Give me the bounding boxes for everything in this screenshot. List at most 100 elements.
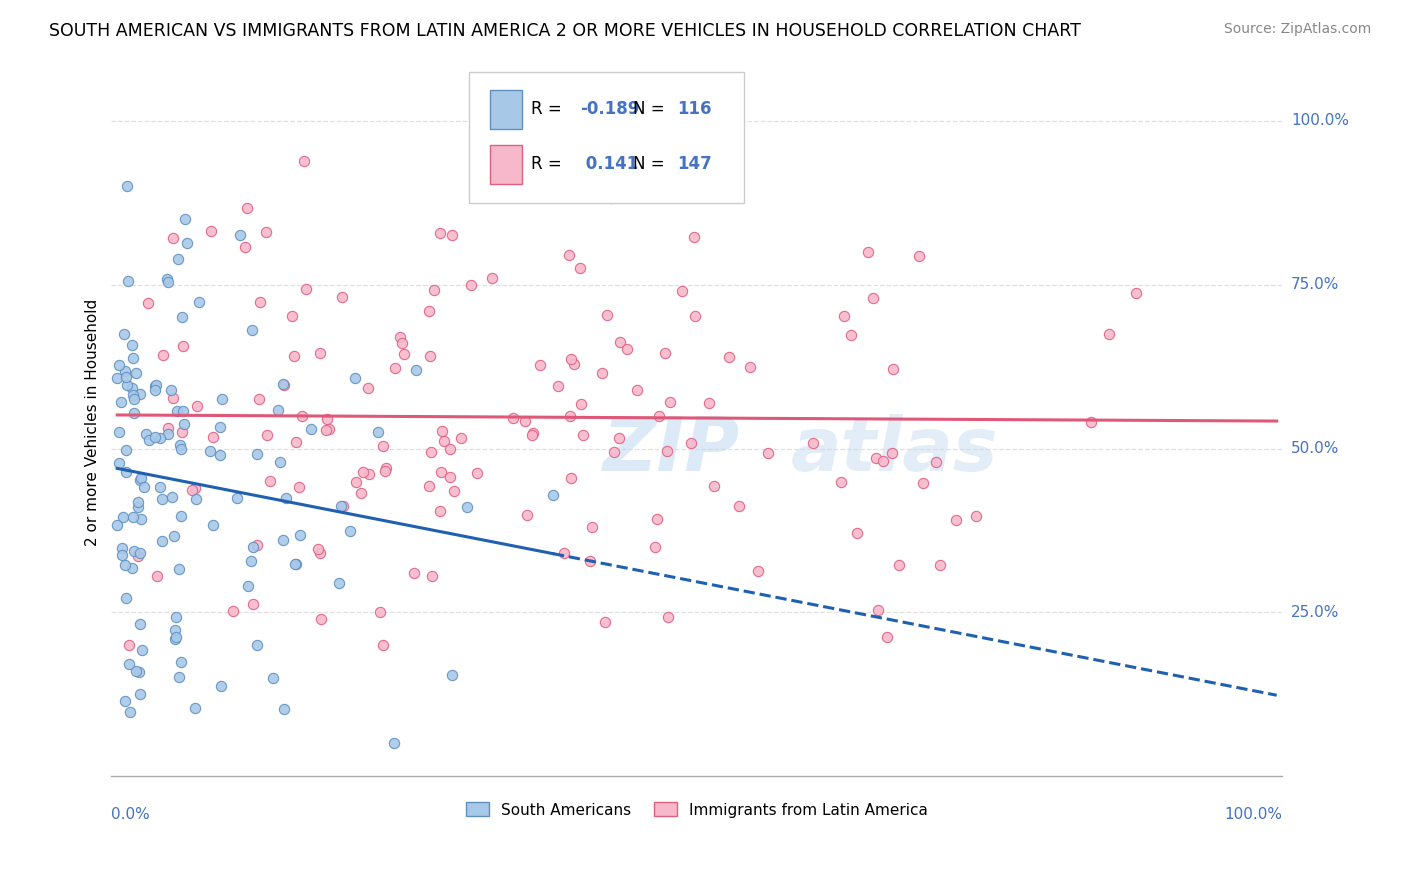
Point [254, 225, 277, 239]
Point [420, 445, 443, 459]
Point [591, 366, 613, 380]
Point [344, 371, 367, 385]
Point [283, 349, 305, 363]
Point [600, 191, 623, 205]
Point [246, 638, 269, 652]
Point [115, 179, 138, 194]
Point [856, 245, 879, 260]
Point [420, 568, 443, 582]
Point [429, 503, 451, 517]
Point [309, 546, 332, 560]
Point [249, 295, 271, 310]
Point [201, 430, 224, 444]
Point [167, 252, 190, 267]
Point [419, 349, 441, 363]
Point [384, 361, 406, 376]
Point [880, 446, 903, 460]
Text: 50.0%: 50.0% [1291, 441, 1339, 456]
Text: N =: N = [633, 155, 669, 173]
Point [945, 513, 967, 527]
Point [208, 448, 231, 462]
Text: Source: ZipAtlas.com: Source: ZipAtlas.com [1223, 22, 1371, 37]
Point [865, 450, 887, 465]
Point [118, 705, 141, 719]
Point [127, 495, 149, 509]
Point [242, 540, 264, 554]
Point [163, 528, 186, 542]
Point [569, 397, 592, 411]
Point [115, 378, 138, 392]
Point [236, 201, 259, 215]
Point [346, 475, 368, 490]
Point [170, 310, 193, 324]
Point [273, 377, 295, 392]
Text: 147: 147 [678, 155, 711, 173]
Point [121, 509, 143, 524]
Point [384, 736, 406, 750]
Point [522, 425, 544, 440]
Point [132, 479, 155, 493]
Text: R =: R = [530, 155, 567, 173]
Point [423, 283, 446, 297]
Point [173, 212, 195, 227]
Point [679, 436, 702, 450]
Point [299, 422, 322, 436]
Point [474, 143, 496, 157]
Point [928, 558, 950, 572]
Point [284, 557, 307, 571]
Point [374, 464, 396, 478]
Point [429, 226, 451, 240]
Point [502, 411, 524, 425]
Point [105, 518, 128, 533]
Point [315, 412, 337, 426]
Point [229, 227, 252, 242]
Point [128, 665, 150, 680]
Point [756, 446, 779, 460]
Point [240, 323, 263, 337]
Point [121, 381, 143, 395]
Point [450, 431, 472, 445]
Point [118, 638, 141, 652]
Point [165, 610, 187, 624]
Point [246, 447, 269, 461]
Point [152, 492, 174, 507]
Text: 100.0%: 100.0% [1291, 113, 1348, 128]
Point [830, 475, 852, 489]
Point [247, 392, 270, 407]
Point [209, 679, 232, 693]
Point [176, 236, 198, 251]
Point [115, 591, 138, 606]
Point [131, 643, 153, 657]
Point [801, 436, 824, 450]
Point [499, 147, 522, 161]
Point [170, 442, 193, 456]
Point [111, 509, 134, 524]
Point [285, 557, 308, 571]
Point [172, 425, 194, 439]
Point [389, 329, 412, 343]
Point [607, 431, 630, 445]
Point [170, 655, 193, 669]
Point [143, 383, 166, 397]
Point [288, 527, 311, 541]
Point [862, 292, 884, 306]
Point [273, 701, 295, 715]
Point [114, 442, 136, 457]
Point [274, 491, 297, 505]
Point [418, 479, 440, 493]
Point [188, 294, 211, 309]
Point [467, 466, 489, 480]
Point [111, 548, 134, 562]
Point [374, 461, 396, 475]
Point [1098, 326, 1121, 341]
Point [124, 544, 146, 558]
Point [391, 336, 413, 351]
Point [839, 327, 862, 342]
Point [208, 419, 231, 434]
Point [309, 345, 332, 359]
Point [657, 610, 679, 624]
Point [165, 630, 187, 644]
Point [107, 456, 129, 470]
Point [658, 394, 681, 409]
Point [832, 309, 855, 323]
